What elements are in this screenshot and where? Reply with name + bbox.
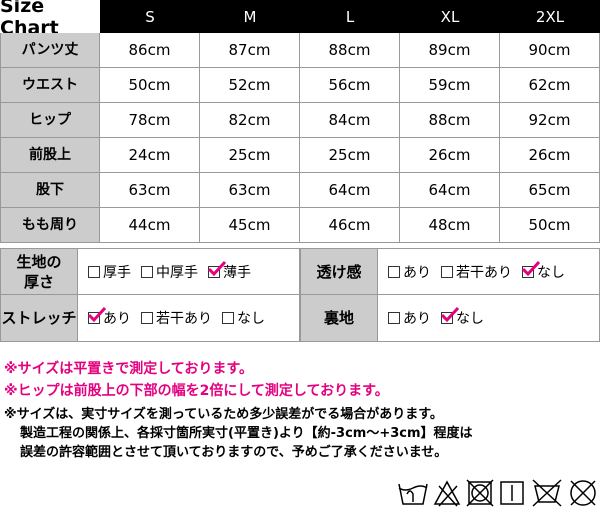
size-value: 92cm — [500, 103, 600, 138]
size-value: 64cm — [400, 173, 500, 208]
option: 若干あり — [141, 308, 212, 328]
size-header: M — [200, 0, 300, 33]
size-value: 63cm — [200, 173, 300, 208]
size-value: 50cm — [500, 208, 600, 243]
note-black: 製造工程の関係上、各採寸箇所実寸(平置き)より【約-3cm～+3cm】程度は — [20, 426, 473, 441]
option: 薄手 — [208, 260, 251, 282]
size-value: 62cm — [500, 68, 600, 103]
option: なし — [441, 307, 484, 328]
check-mark — [522, 260, 540, 276]
size-value: 26cm — [500, 138, 600, 173]
option: 中厚手 — [141, 262, 198, 282]
option: あり — [88, 307, 131, 328]
size-value: 90cm — [500, 33, 600, 68]
size-value: 59cm — [400, 68, 500, 103]
fabric-label: 裏地 — [300, 295, 378, 342]
size-value: 86cm — [100, 33, 200, 68]
row-label: ヒップ — [0, 103, 100, 138]
option: あり — [388, 262, 431, 282]
check-mark — [88, 307, 106, 323]
size-value: 52cm — [200, 68, 300, 103]
note-pink: ※サイズは平置きで測定しております。 — [4, 361, 253, 377]
check-mark — [208, 260, 226, 276]
row-label: 前股上 — [0, 138, 100, 173]
fabric-label: 透け感 — [300, 248, 378, 295]
option-text: 若干あり — [156, 311, 212, 327]
fabric-options: 厚手 中厚手 薄手 — [78, 248, 300, 295]
checkbox — [141, 265, 153, 278]
option-text: なし — [537, 264, 565, 281]
size-value: 50cm — [100, 68, 200, 103]
option-text: 薄手 — [223, 264, 251, 281]
option-text: あり — [403, 264, 431, 281]
checkbox — [222, 312, 234, 324]
fabric-options: あり 若干あり なし — [378, 248, 600, 295]
size-value: 64cm — [300, 173, 400, 208]
checkbox — [141, 312, 153, 324]
size-value: 46cm — [300, 208, 400, 243]
size-value: 87cm — [200, 33, 300, 68]
option-text: なし — [237, 311, 265, 327]
chart-title: Size Chart — [0, 0, 59, 39]
size-value: 24cm — [100, 138, 200, 173]
option-text: あり — [103, 311, 131, 327]
size-value: 89cm — [400, 33, 500, 68]
care-icons — [398, 479, 596, 507]
checkbox — [208, 260, 226, 278]
size-value: 44cm — [100, 208, 200, 243]
size-header: XL — [400, 0, 500, 33]
option-text: あり — [403, 311, 431, 327]
checkbox — [441, 265, 453, 278]
row-label: ウエスト — [0, 68, 100, 103]
checkbox — [88, 265, 100, 278]
fabric-options: あり 若干あり なし — [78, 295, 300, 342]
fabric-options: あり なし — [378, 295, 600, 342]
size-header: L — [300, 0, 400, 33]
option-text: 中厚手 — [156, 264, 198, 281]
checkbox — [522, 260, 540, 278]
size-value: 25cm — [200, 138, 300, 173]
size-header: S — [100, 0, 200, 33]
option: 厚手 — [88, 262, 131, 282]
size-value: 45cm — [200, 208, 300, 243]
row-label: 股下 — [0, 173, 100, 208]
option: なし — [522, 260, 565, 282]
size-value: 63cm — [100, 173, 200, 208]
checkbox — [388, 265, 400, 278]
size-value: 25cm — [300, 138, 400, 173]
option-text: 若干あり — [456, 264, 512, 281]
size-value: 88cm — [300, 33, 400, 68]
checkbox — [388, 312, 400, 324]
size-value: 56cm — [300, 68, 400, 103]
option: なし — [222, 308, 265, 328]
checkbox — [441, 307, 459, 324]
note-black: 誤差の許容範囲とさせて頂いておりますので、予めご了承くださいませ。 — [20, 445, 448, 460]
option: 若干あり — [441, 262, 512, 282]
fabric-label: ストレッチ — [0, 295, 78, 342]
size-value: 88cm — [400, 103, 500, 138]
option-text: 厚手 — [103, 264, 131, 281]
row-label: もも周り — [0, 208, 100, 243]
size-value: 26cm — [400, 138, 500, 173]
note-pink: ※ヒップは前股上の下部の幅を2倍にして測定しております。 — [4, 383, 389, 399]
size-value: 84cm — [300, 103, 400, 138]
row-label: パンツ丈 — [0, 33, 100, 68]
option-text: なし — [456, 311, 484, 327]
option: あり — [388, 308, 431, 328]
size-header: 2XL — [500, 0, 600, 33]
fabric-label: 生地の 厚さ — [0, 248, 78, 295]
size-value: 65cm — [500, 173, 600, 208]
size-value: 78cm — [100, 103, 200, 138]
size-value: 48cm — [400, 208, 500, 243]
note-black: ※サイズは、実寸サイズを測っているため多少誤差がでる場合があります。 — [4, 407, 443, 422]
check-mark — [441, 307, 459, 323]
size-value: 82cm — [200, 103, 300, 138]
checkbox — [88, 307, 106, 324]
